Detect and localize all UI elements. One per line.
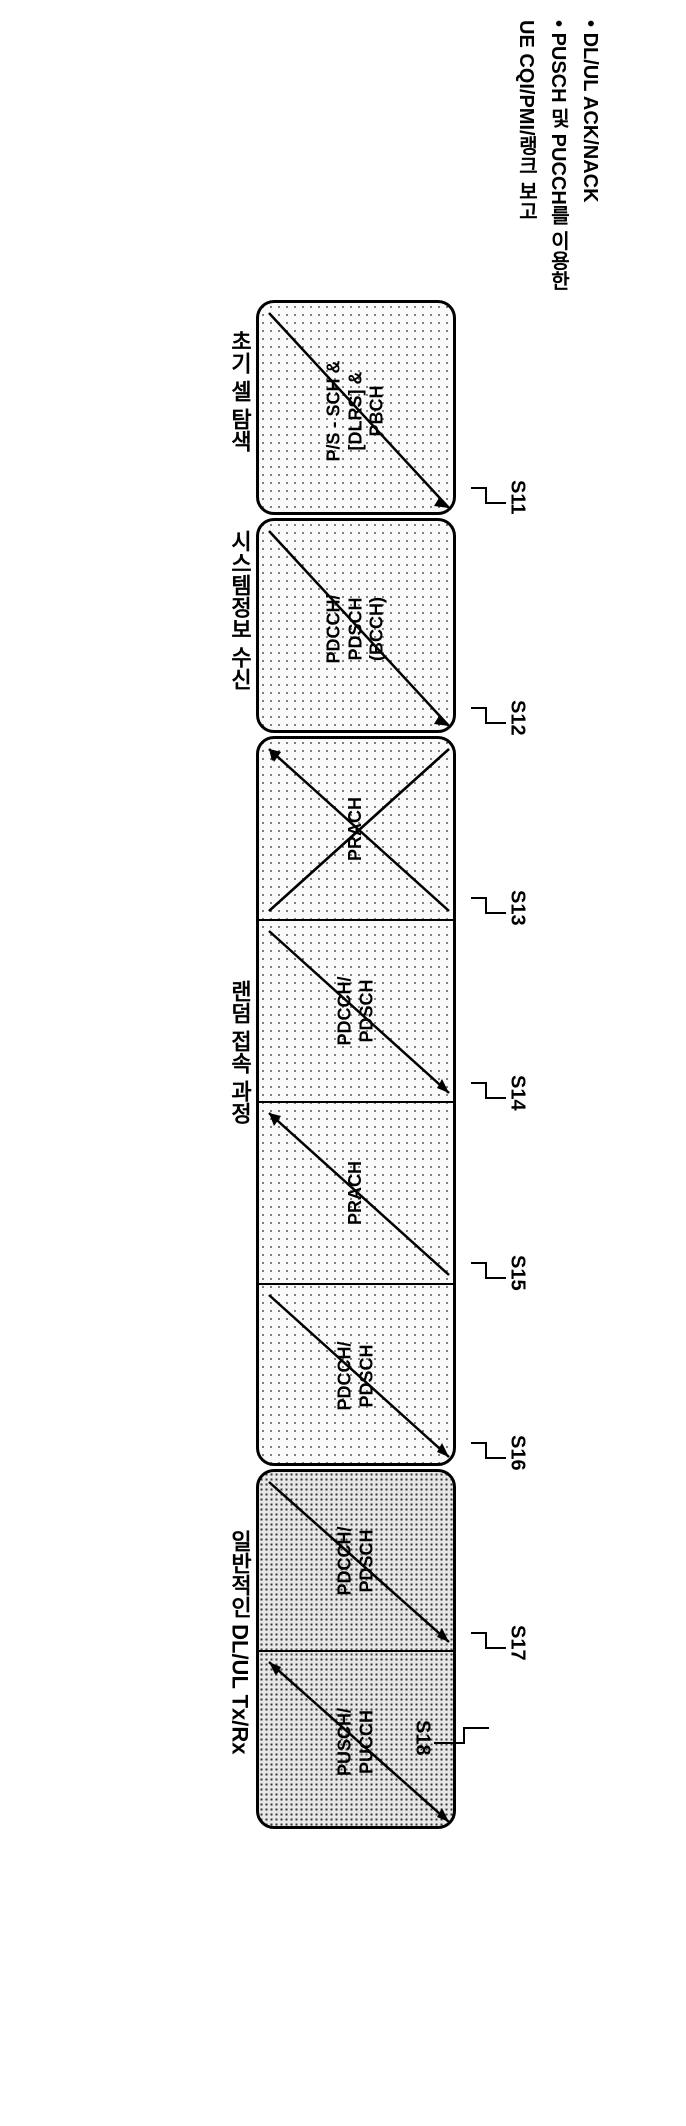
segment-s13: PRACH — [259, 739, 453, 921]
block-general-txrx: PDCCH/PDSCH PUSCH/PUCCH — [256, 1469, 456, 1829]
segment-s14: PDCCH/PDSCH — [259, 921, 453, 1103]
stage-labels-column: 초기 셀 탐색 시스템정보 수신 랜덤 접속 과정 일반적인 DL/UL Tx/… — [216, 300, 256, 1860]
connector-icon — [471, 1258, 506, 1288]
step-label-s13: S13 — [471, 890, 529, 926]
stage-label-1: 시스템정보 수신 — [224, 530, 256, 690]
segment-label-s15: PRACH — [345, 1161, 367, 1225]
block-system-info: PDCCH/PDSCH(BCCH) — [256, 518, 456, 733]
segment-label-s11: P/S - SCH &[DLRS] &PBCH — [323, 360, 388, 461]
main-diagram-row: 초기 셀 탐색 시스템정보 수신 랜덤 접속 과정 일반적인 DL/UL Tx/… — [216, 300, 471, 1860]
connector-icon — [471, 483, 506, 513]
connector-icon — [471, 703, 506, 733]
segment-s11: P/S - SCH &[DLRS] &PBCH — [259, 303, 453, 515]
segment-label-s16: PDCCH/PDSCH — [334, 1342, 377, 1411]
connector-icon — [471, 1628, 506, 1658]
segment-s12: PDCCH/PDSCH(BCCH) — [259, 521, 453, 733]
connector-icon — [471, 893, 506, 923]
segment-label-s17: PDCCH/PDSCH — [334, 1527, 377, 1596]
stage-label-3: 일반적인 DL/UL Tx/Rx — [224, 1530, 256, 1755]
note-line-1: • DL/UL ACK/NACK — [574, 20, 606, 290]
segment-s16: PDCCH/PDSCH — [259, 1285, 453, 1466]
step-label-s18: S18 — [411, 1720, 489, 1756]
step-label-s17: S17 — [471, 1625, 529, 1661]
blocks-column: P/S - SCH &[DLRS] &PBCH PDCCH/PDSCH(BCCH… — [256, 300, 456, 1829]
notes-section: • DL/UL ACK/NACK • PUSCH 및 PUCCH를 이용한UE … — [510, 20, 606, 290]
block-random-access: PRACH PDCCH/PDSCH PRACH — [256, 736, 456, 1466]
connector-icon — [471, 1438, 506, 1468]
step-label-s11: S11 — [471, 480, 529, 514]
stage-label-0: 초기 셀 탐색 — [224, 330, 256, 452]
segment-label-s14: PDCCH/PDSCH — [334, 977, 377, 1046]
segment-s15: PRACH — [259, 1103, 453, 1285]
segment-label-s12: PDCCH/PDSCH(BCCH) — [323, 594, 388, 663]
segment-label-s18: PUSCH/PUCCH — [334, 1708, 377, 1776]
block-initial-cell-search: P/S - SCH &[DLRS] &PBCH — [256, 300, 456, 515]
connector-icon — [434, 1723, 489, 1753]
step-label-s12: S12 — [471, 700, 529, 736]
segment-label-s13: PRACH — [345, 797, 367, 861]
diagram-container: • DL/UL ACK/NACK • PUSCH 및 PUCCH를 이용한UE … — [20, 20, 666, 1860]
segment-s17: PDCCH/PDSCH — [259, 1472, 453, 1652]
note-line-2: • PUSCH 및 PUCCH를 이용한UE CQI/PMI/랭크 보고 — [510, 20, 574, 290]
connector-icon — [471, 1078, 506, 1108]
step-label-s15: S15 — [471, 1255, 529, 1291]
step-label-s14: S14 — [471, 1075, 529, 1111]
step-label-s16: S16 — [471, 1435, 529, 1471]
stage-label-2: 랜덤 접속 과정 — [224, 980, 256, 1124]
